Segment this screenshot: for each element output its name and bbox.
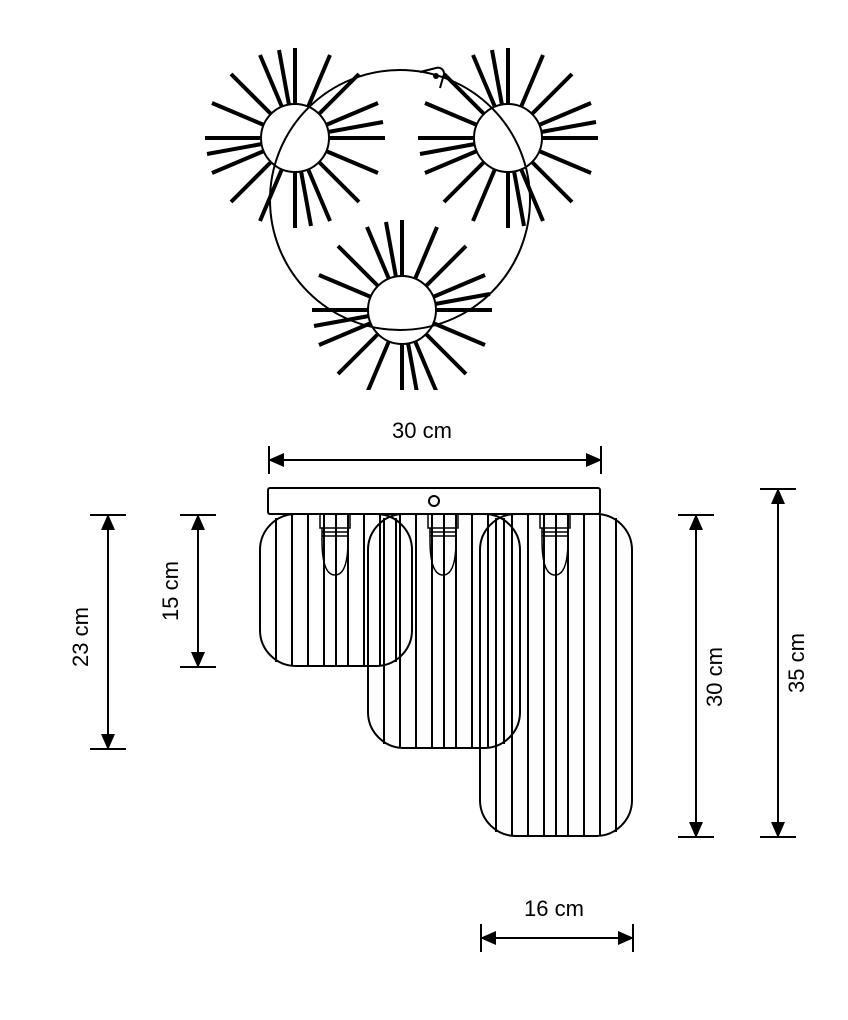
side-shade-3 bbox=[480, 514, 632, 836]
plate-screw bbox=[429, 496, 439, 506]
arrow-icon bbox=[689, 822, 703, 838]
dim-line bbox=[695, 528, 697, 824]
dim-line bbox=[282, 459, 588, 461]
dim-line bbox=[197, 528, 199, 654]
dim-height-15: 15 cm bbox=[158, 561, 184, 621]
side-view-svg bbox=[240, 480, 660, 880]
dim-line bbox=[777, 502, 779, 824]
dim-width-30: 30 cm bbox=[392, 418, 452, 444]
arrow-icon bbox=[480, 931, 496, 945]
arrow-icon bbox=[101, 734, 115, 750]
ceiling-plate bbox=[268, 488, 600, 514]
arrow-icon bbox=[771, 822, 785, 838]
top-shade-3 bbox=[312, 220, 492, 390]
dim-line bbox=[107, 528, 109, 736]
technical-drawing: 30 cm 15 cm 23 cm 30 cm 35 cm 16 cm bbox=[0, 0, 848, 1020]
top-shade-2 bbox=[418, 48, 598, 228]
side-shade-2 bbox=[368, 514, 520, 748]
arrow-icon bbox=[101, 514, 115, 530]
side-shade-1 bbox=[260, 514, 412, 666]
arrow-icon bbox=[689, 514, 703, 530]
top-view-svg bbox=[140, 10, 660, 390]
arrow-icon bbox=[191, 652, 205, 668]
arrow-icon bbox=[268, 453, 284, 467]
dim-width-16: 16 cm bbox=[524, 896, 584, 922]
arrow-icon bbox=[191, 514, 205, 530]
dim-height-23: 23 cm bbox=[68, 607, 94, 667]
arrow-icon bbox=[771, 488, 785, 504]
dim-height-35: 35 cm bbox=[784, 633, 810, 693]
arrow-icon bbox=[618, 931, 634, 945]
dim-height-30: 30 cm bbox=[702, 647, 728, 707]
mounting-tab bbox=[420, 68, 444, 88]
arrow-icon bbox=[586, 453, 602, 467]
dim-line bbox=[494, 937, 620, 939]
top-shade-1 bbox=[205, 48, 385, 228]
